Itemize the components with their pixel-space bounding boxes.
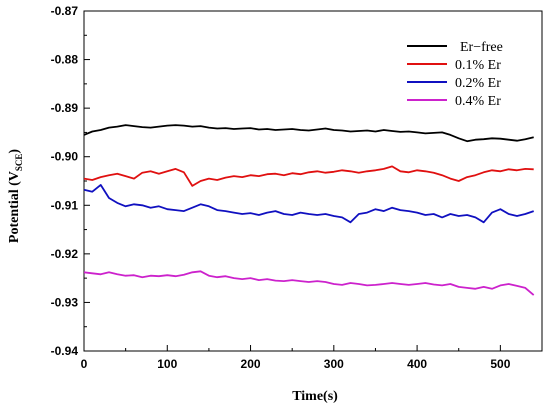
series-line	[83, 183, 534, 224]
x-tick-label: 100	[157, 357, 177, 371]
y-tick-label: -0.87	[51, 4, 79, 18]
y-tick-label: -0.89	[51, 101, 79, 115]
plot-area	[83, 10, 543, 352]
y-tick-label: -0.88	[51, 53, 79, 67]
y-axis-title: Potential (VSCE)	[7, 149, 24, 243]
legend-label: Er−free	[460, 40, 503, 55]
legend-label: 0.2% Er	[455, 76, 501, 91]
y-tick-label: -0.92	[51, 247, 79, 261]
x-axis-title: Time(s)	[292, 389, 338, 404]
series-line	[83, 124, 534, 143]
legend: Er−free 0.1% Er 0.2% Er 0.4% Er	[407, 40, 503, 109]
x-tick-label: 500	[490, 357, 510, 371]
x-tick-label: 0	[81, 357, 88, 371]
legend-label: 0.1% Er	[455, 58, 501, 73]
x-tick-label: 400	[407, 357, 427, 371]
x-tick-label: 200	[241, 357, 261, 371]
series-line	[83, 165, 534, 187]
series-line	[83, 270, 535, 296]
y-tick-label: -0.90	[51, 150, 79, 164]
y-tick-label: -0.94	[51, 344, 79, 358]
x-tick-label: 300	[324, 357, 344, 371]
y-tick-label: -0.91	[51, 198, 79, 212]
y-tick-label: -0.93	[51, 295, 79, 309]
legend-label: 0.4% Er	[455, 94, 501, 109]
data-lines	[83, 124, 535, 296]
axis-ticks: 0 100 200 300 400 500 -0.94 -0.93 -0.92 -0.91 -0.9…	[51, 4, 511, 371]
